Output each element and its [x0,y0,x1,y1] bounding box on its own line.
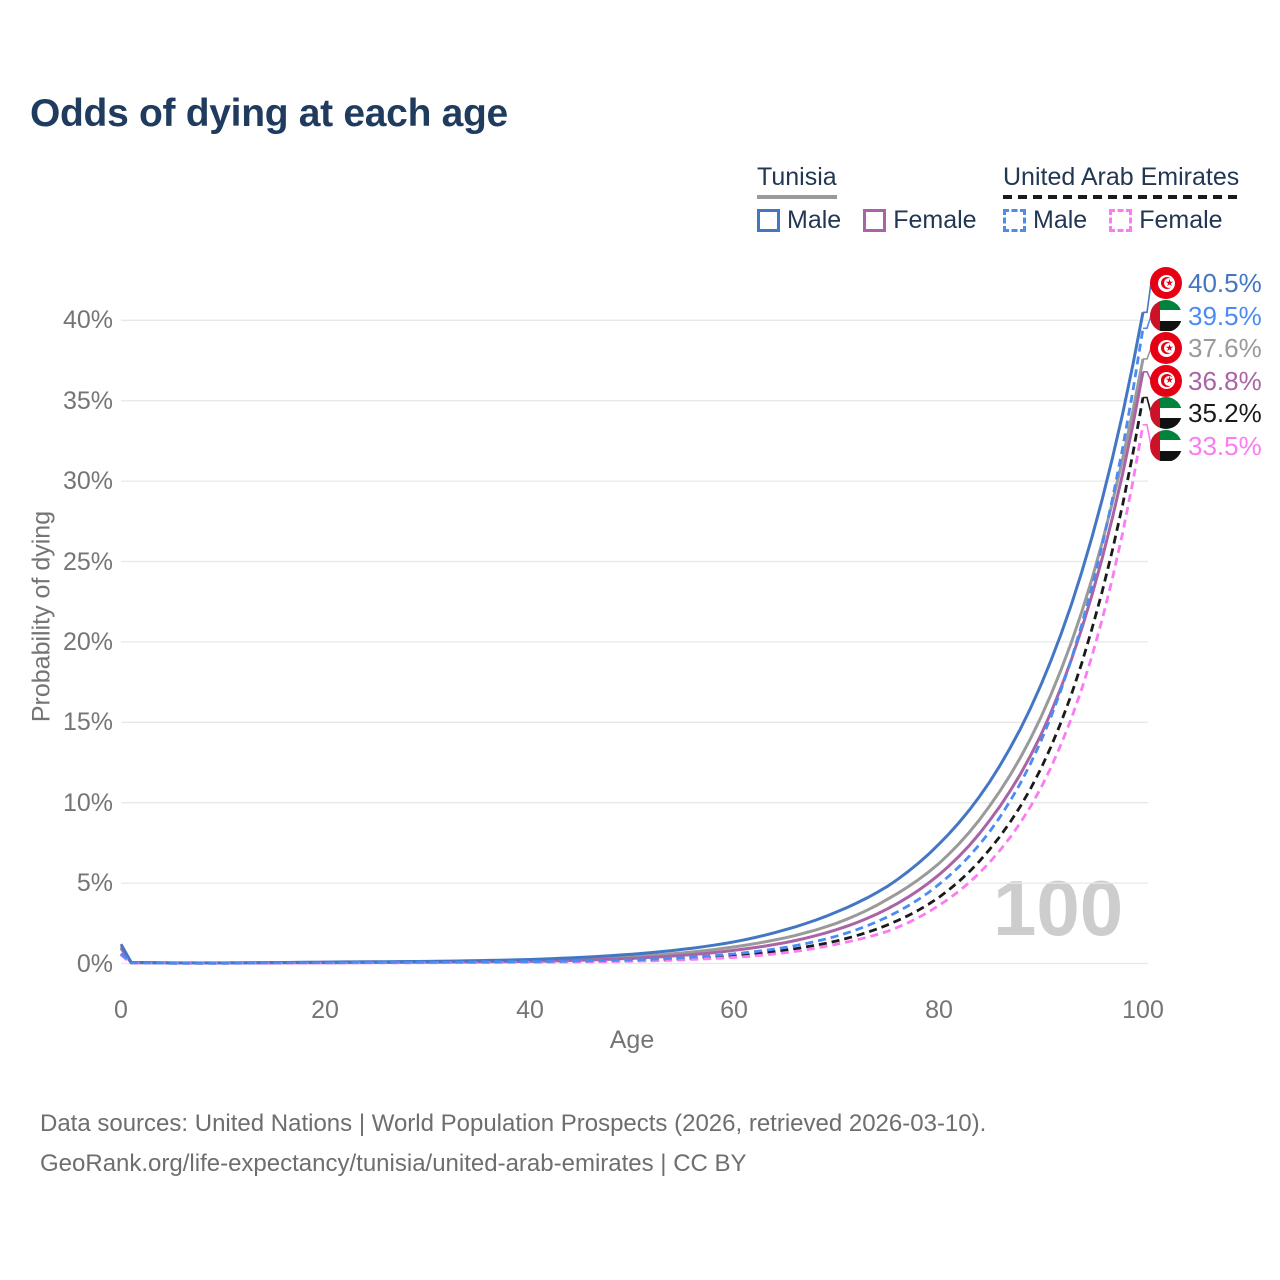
series-line-tunisia-female[interactable] [119,371,1145,965]
uae-female-swatch [1109,209,1133,232]
legend-item-tunisia-male[interactable]: Male [757,206,841,235]
tunisia-female-swatch [863,209,887,232]
series-line-uae-female[interactable] [120,424,1145,965]
uae-male-swatch [1003,209,1026,232]
legend-item-label: Female [893,206,977,234]
x-tick-label: 100 [1122,996,1164,1024]
y-tick-label: 40% [62,306,113,334]
legend-item-uae-female[interactable]: Female [1109,206,1223,235]
tunisia-line-sample [757,195,837,199]
legend-item-label: Male [787,206,842,234]
series-line-tunisia-male[interactable] [119,312,1145,965]
page-title: Odds of dying at each age [30,92,508,135]
x-tick-label: 0 [114,996,128,1024]
x-tick-label: 40 [516,996,544,1024]
y-tick-label: 25% [62,548,113,576]
legend-item-uae-male[interactable]: Male [1003,206,1087,235]
series-line-uae-male[interactable] [120,328,1145,965]
x-tick-label: 20 [311,996,339,1024]
tunisia-flag-icon: ★ [1150,267,1182,299]
legend-group-uae: United Arab Emirates Male Female [1003,163,1240,235]
legend-group-header-uae: United Arab Emirates [1003,163,1240,199]
series-line-tunisia-both[interactable] [119,358,1145,965]
uae-line-sample [1003,195,1240,199]
end-label-value: 36.8% [1188,365,1262,396]
legend-group-title: Tunisia [757,163,837,191]
end-label-value: 37.6% [1188,333,1262,363]
end-label-uae-female: 33.5% [1150,429,1262,462]
legend-item-label: Male [1033,206,1088,234]
x-tick-label: 60 [720,996,748,1024]
end-label-value: 33.5% [1188,430,1262,461]
end-label-value: 39.5% [1188,300,1262,331]
end-label-value: 35.2% [1188,398,1262,428]
end-label-value: 40.5% [1188,268,1262,298]
legend-group-header-tunisia: Tunisia [757,163,837,199]
y-tick-label: 15% [62,708,113,736]
end-label-tunisia-both: ★ 37.6% [1150,332,1262,364]
age-watermark: 100 [993,864,1124,952]
end-label-uae-both: 35.2% [1150,397,1262,429]
x-axis-title: Age [609,1026,655,1054]
legend-item-tunisia-female[interactable]: Female [863,206,977,235]
uae-flag-icon [1150,299,1182,332]
series-line-uae-both[interactable] [120,397,1145,965]
tunisia-flag-icon: ★ [1150,332,1182,364]
uae-flag-icon [1150,397,1182,429]
y-tick-label: 5% [76,869,113,897]
x-tick-label: 80 [925,996,953,1024]
end-label-tunisia-male: ★ 40.5% [1150,267,1262,299]
y-tick-label: 30% [62,467,113,495]
end-label-uae-male: 39.5% [1150,299,1262,332]
y-tick-label: 0% [76,950,113,978]
legend-group-title: United Arab Emirates [1003,163,1240,191]
y-tick-label: 10% [62,789,113,817]
legend-group-tunisia: Tunisia Male Female [757,163,977,235]
attribution-text: GeoRank.org/life-expectancy/tunisia/unit… [40,1150,747,1177]
y-tick-label: 20% [62,628,113,656]
end-label-tunisia-female: ★ 36.8% [1150,364,1262,397]
data-sources-text: Data sources: United Nations | World Pop… [40,1110,987,1137]
tunisia-flag-icon: ★ [1150,364,1182,397]
legend-item-label: Female [1139,206,1223,234]
uae-flag-icon [1150,429,1182,462]
y-tick-label: 35% [62,387,113,415]
tunisia-male-swatch [757,209,780,232]
